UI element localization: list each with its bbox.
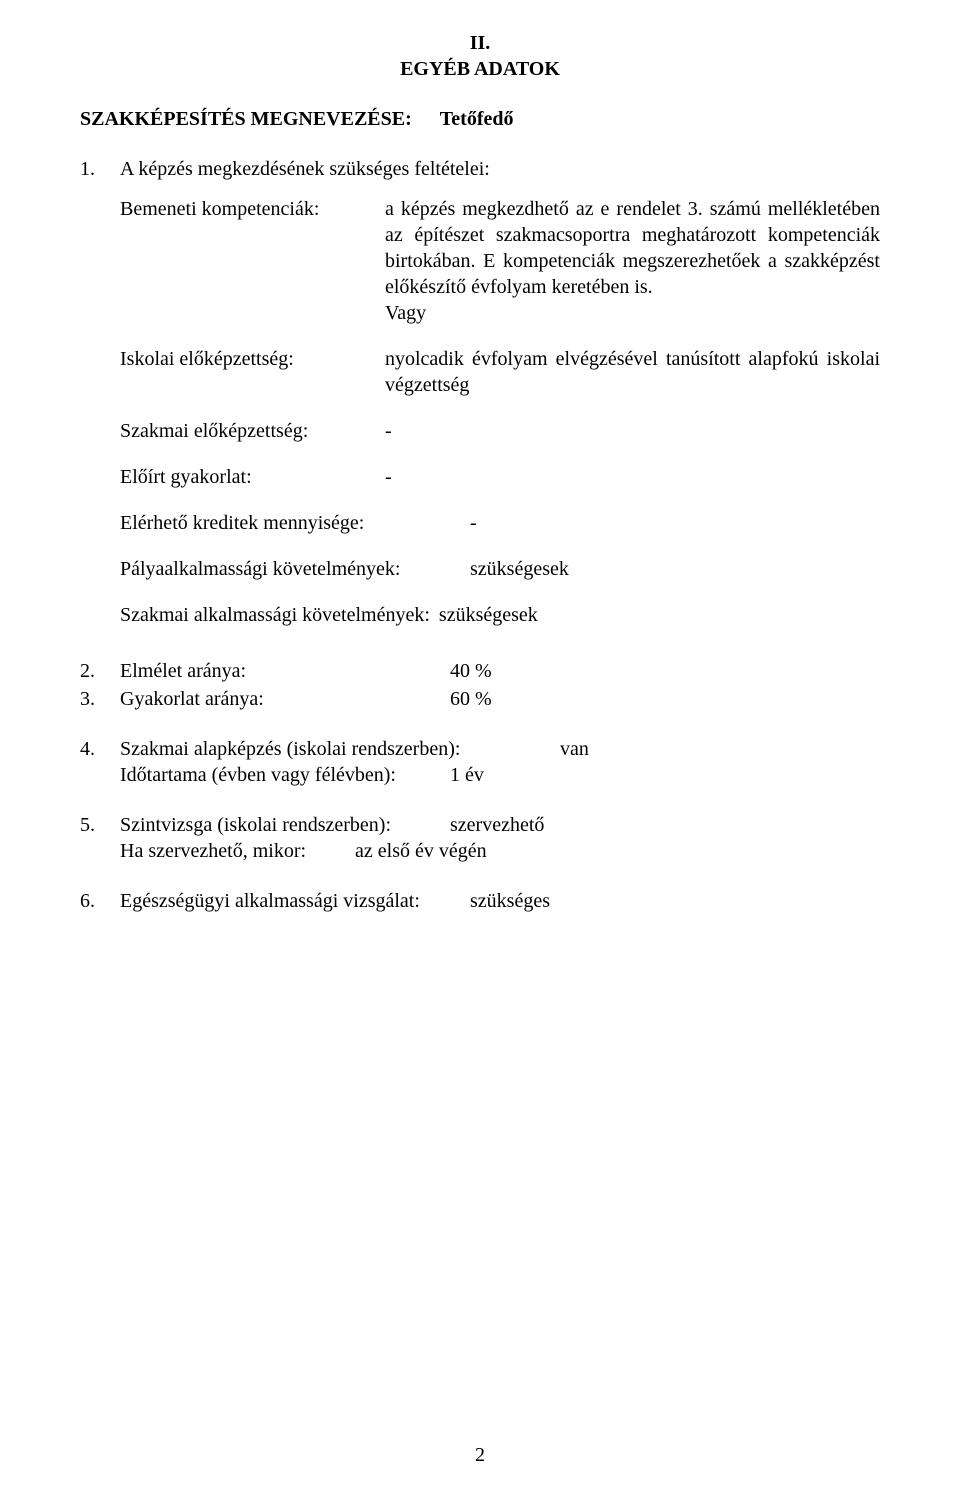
sub-iskolai: Iskolai előképzettség: nyolcadik évfolya… — [120, 346, 880, 398]
item-6-num: 6. — [80, 888, 120, 914]
item-4-extra-value: 1 év — [450, 762, 484, 788]
item-3-title: Gyakorlat aránya: — [120, 686, 450, 712]
sub-szakmai-alk: Szakmai alkalmassági követelmények: szük… — [120, 602, 880, 628]
sub-bemeneti: Bemeneti kompetenciák: a képzés megkezdh… — [120, 196, 880, 326]
item-4-value: van — [560, 736, 589, 762]
item-4-title: Szakmai alapképzés (iskolai rendszerben)… — [120, 736, 560, 762]
item-4-num: 4. — [80, 736, 120, 762]
item-2-value: 40 % — [450, 658, 492, 684]
item-2-title: Elmélet aránya: — [120, 658, 450, 684]
sub-szakmai-alk-value: szükségesek — [439, 604, 538, 626]
sub-palyaalk-value: szükségesek — [470, 556, 880, 582]
sub-palyaalk-label: Pályaalkalmassági követelmények: — [120, 556, 470, 582]
sub-bemeneti-value: a képzés megkezdhető az e rendelet 3. sz… — [385, 196, 880, 326]
sub-iskolai-label: Iskolai előképzettség: — [120, 346, 385, 372]
qualification-name: Tetőfedő — [440, 106, 514, 132]
item-5-extra-value: az első év végén — [355, 838, 487, 864]
sub-gyakorlat-value: - — [385, 464, 880, 490]
sub-iskolai-value: nyolcadik évfolyam elvégzésével tanúsíto… — [385, 346, 880, 398]
sub-kreditek-label: Elérhető kreditek mennyisége: — [120, 510, 470, 536]
sub-kreditek: Elérhető kreditek mennyisége: - — [120, 510, 880, 536]
sub-palyaalk: Pályaalkalmassági követelmények: szükség… — [120, 556, 880, 582]
item-5: 5. Szintvizsga (iskolai rendszerben): sz… — [80, 812, 880, 864]
sub-gyakorlat-label: Előírt gyakorlat: — [120, 464, 385, 490]
sub-kreditek-value: - — [470, 510, 880, 536]
page-number: 2 — [0, 1442, 960, 1468]
sub-szakmai-alk-label: Szakmai alkalmassági követelmények: — [120, 604, 430, 626]
sub-szakmai-elo-label: Szakmai előképzettség: — [120, 418, 385, 444]
item-5-num: 5. — [80, 812, 120, 838]
item-3-num: 3. — [80, 686, 120, 712]
item-6-title: Egészségügyi alkalmassági vizsgálat: — [120, 888, 470, 914]
item-2: 2. Elmélet aránya: 40 % — [80, 658, 880, 684]
sub-gyakorlat: Előírt gyakorlat: - — [120, 464, 880, 490]
item-5-extra-label: Ha szervezhető, mikor: — [120, 838, 355, 864]
item-3: 3. Gyakorlat aránya: 60 % — [80, 686, 880, 712]
header-numeral: II. — [80, 30, 880, 56]
page: II. EGYÉB ADATOK SZAKKÉPESÍTÉS MEGNEVEZÉ… — [0, 0, 960, 1486]
item-6-value: szükséges — [470, 888, 550, 914]
item-2-num: 2. — [80, 658, 120, 684]
item-4-extra-label: Időtartama (évben vagy félévben): — [120, 762, 450, 788]
sub-bemeneti-label: Bemeneti kompetenciák: — [120, 196, 385, 222]
item-5-title: Szintvizsga (iskolai rendszerben): — [120, 812, 450, 838]
item-6: 6. Egészségügyi alkalmassági vizsgálat: … — [80, 888, 880, 914]
item-1-num: 1. — [80, 156, 120, 182]
item-5-value: szervezhető — [450, 812, 544, 838]
qualification-label: SZAKKÉPESÍTÉS MEGNEVEZÉSE: — [80, 106, 412, 132]
item-1-title: A képzés megkezdésének szükséges feltéte… — [120, 156, 880, 182]
header-title: EGYÉB ADATOK — [80, 56, 880, 82]
item-4: 4. Szakmai alapképzés (iskolai rendszerb… — [80, 736, 880, 788]
item-1: 1. A képzés megkezdésének szükséges felt… — [80, 156, 880, 634]
item-3-value: 60 % — [450, 686, 492, 712]
qualification-row: SZAKKÉPESÍTÉS MEGNEVEZÉSE: Tetőfedő — [80, 106, 880, 132]
sub-szakmai-elo: Szakmai előképzettség: - — [120, 418, 880, 444]
sub-szakmai-elo-value: - — [385, 418, 880, 444]
